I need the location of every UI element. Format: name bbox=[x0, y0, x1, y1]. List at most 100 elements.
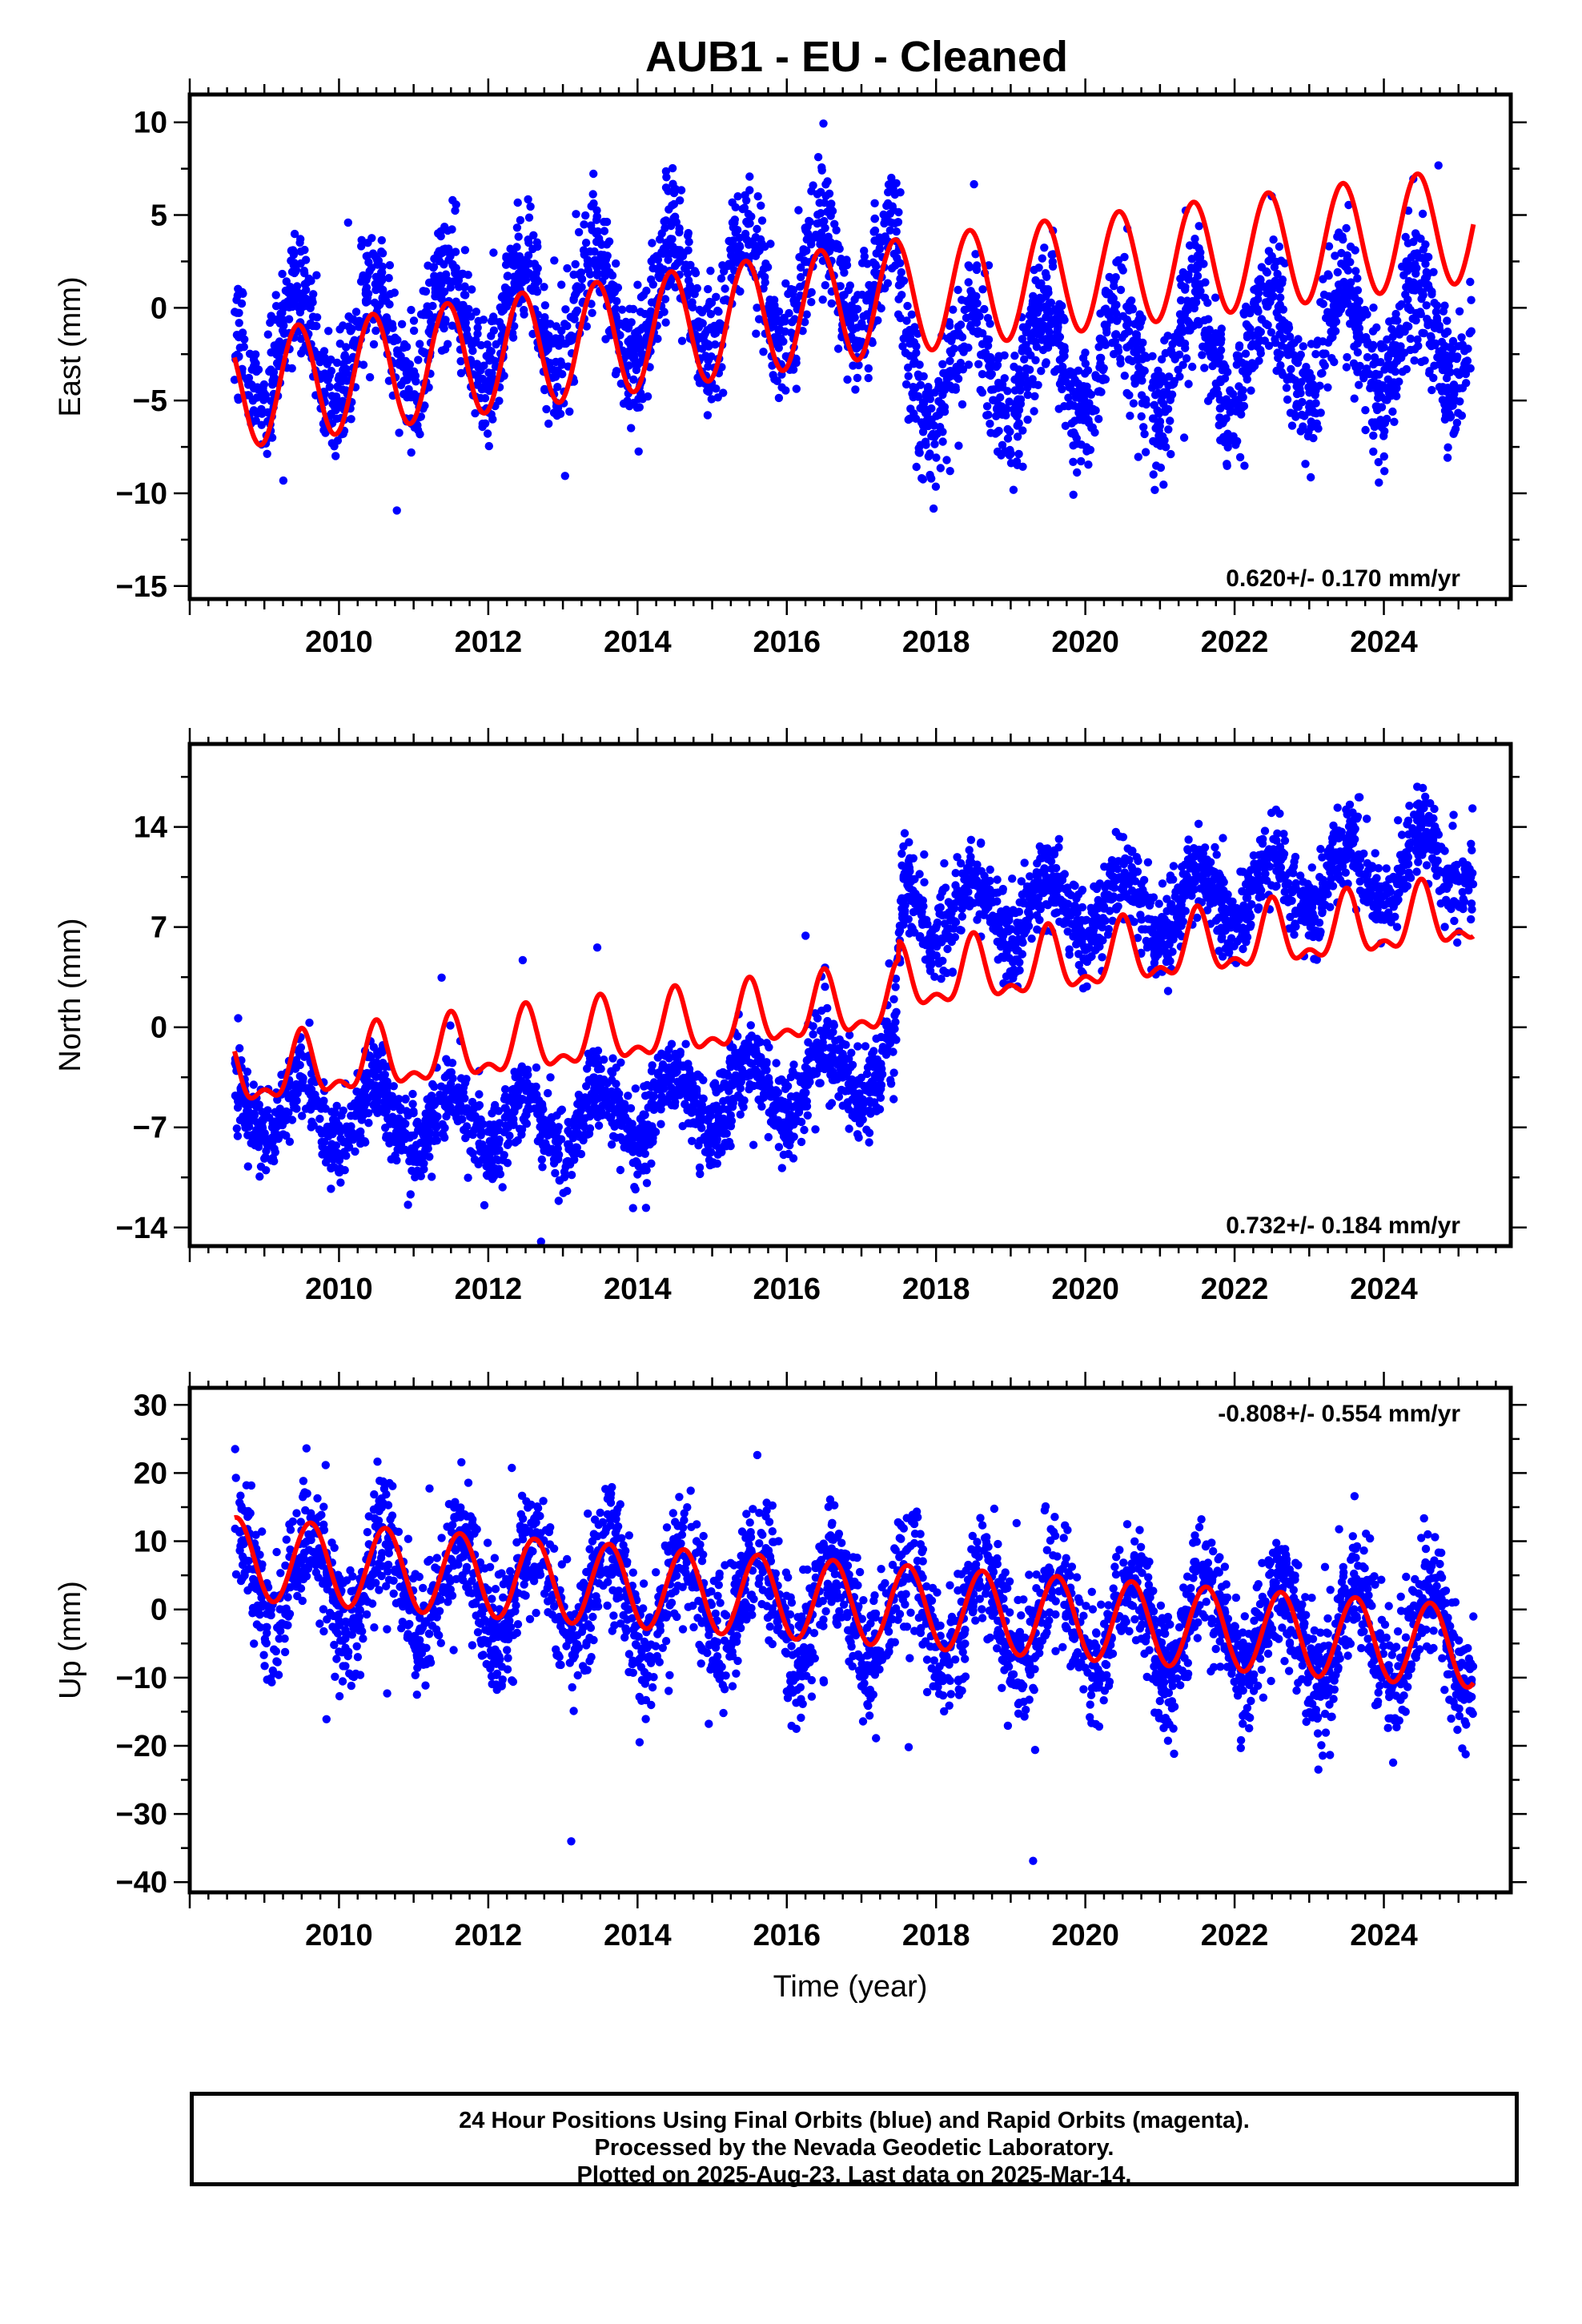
east-data-point bbox=[966, 263, 974, 271]
east-data-point bbox=[998, 440, 1007, 449]
east-data-point bbox=[964, 360, 974, 369]
east-data-point bbox=[1191, 276, 1199, 285]
east-data-point bbox=[1134, 452, 1143, 461]
north-data-point bbox=[889, 995, 898, 1004]
north-data-point bbox=[1154, 899, 1163, 908]
east-data-point bbox=[1342, 363, 1351, 372]
east-data-point bbox=[1376, 358, 1385, 367]
east-data-point bbox=[958, 400, 967, 409]
east-data-point bbox=[1247, 386, 1255, 395]
east-data-point bbox=[420, 401, 429, 410]
east-data-point bbox=[1070, 428, 1078, 437]
east-data-point bbox=[1046, 320, 1054, 329]
east-data-point bbox=[572, 210, 580, 219]
east-data-point bbox=[1257, 263, 1267, 271]
north-data-point bbox=[746, 1021, 755, 1030]
east-data-point bbox=[340, 352, 349, 361]
east-data-point bbox=[1181, 285, 1190, 294]
east-data-point bbox=[1311, 350, 1320, 359]
north-data-point bbox=[408, 1100, 417, 1108]
east-data-point bbox=[275, 352, 283, 360]
east-data-point bbox=[1191, 235, 1199, 243]
east-data-point bbox=[373, 260, 382, 269]
east-data-point bbox=[682, 263, 691, 271]
east-data-point bbox=[1219, 432, 1228, 442]
east-data-point bbox=[1416, 279, 1425, 287]
east-data-point bbox=[862, 311, 871, 320]
east-data-point bbox=[799, 245, 808, 254]
east-data-point bbox=[1235, 452, 1245, 462]
north-data-point bbox=[845, 1124, 853, 1133]
east-data-point bbox=[486, 379, 496, 388]
east-data-point bbox=[1125, 341, 1134, 350]
east-data-point bbox=[342, 343, 351, 352]
north-data-point bbox=[544, 1088, 552, 1098]
east-data-point bbox=[887, 173, 896, 183]
east-data-point bbox=[278, 269, 287, 279]
east-data-point bbox=[661, 167, 671, 176]
east-data-point bbox=[1352, 332, 1362, 341]
east-data-point bbox=[344, 312, 353, 321]
east-data-point bbox=[1369, 447, 1378, 456]
east-data-point bbox=[773, 376, 781, 385]
east-data-point bbox=[483, 340, 492, 349]
east-data-point bbox=[561, 305, 570, 314]
east-data-point bbox=[612, 259, 620, 268]
east-data-point bbox=[1034, 263, 1043, 272]
east-data-point bbox=[1081, 348, 1090, 357]
east-data-point bbox=[1379, 432, 1388, 440]
north-data-point bbox=[821, 983, 829, 991]
north-data-point bbox=[1412, 867, 1421, 876]
east-data-point bbox=[1294, 335, 1303, 344]
east-data-point bbox=[656, 270, 665, 279]
east-data-point bbox=[1061, 421, 1070, 430]
east-data-point bbox=[893, 218, 903, 227]
north-data-point bbox=[594, 1121, 604, 1130]
north-data-point bbox=[809, 1030, 817, 1039]
east-data-point bbox=[512, 279, 521, 288]
north-data-point bbox=[1127, 862, 1136, 872]
east-data-point bbox=[857, 259, 867, 267]
east-data-point bbox=[1246, 308, 1255, 318]
east-data-point bbox=[1312, 419, 1322, 428]
east-data-point bbox=[1403, 295, 1412, 304]
east-data-point bbox=[864, 373, 873, 383]
east-data-point bbox=[1077, 456, 1086, 466]
east-data-point bbox=[853, 291, 862, 300]
east-data-point bbox=[1375, 478, 1383, 487]
east-data-point bbox=[883, 279, 893, 287]
east-data-point bbox=[1434, 161, 1443, 170]
east-data-point bbox=[832, 226, 841, 235]
north-data-point bbox=[538, 1163, 547, 1172]
east-data-point bbox=[912, 462, 921, 472]
east-data-point bbox=[421, 287, 431, 296]
east-data-point bbox=[1195, 222, 1203, 231]
east-data-point bbox=[904, 372, 913, 380]
east-data-point bbox=[1086, 390, 1096, 399]
east-data-point bbox=[946, 467, 954, 476]
north-data-point bbox=[976, 839, 986, 848]
east-data-point bbox=[378, 249, 387, 258]
east-data-point bbox=[973, 328, 982, 336]
east-data-point bbox=[1170, 332, 1178, 341]
east-data-point bbox=[1383, 375, 1393, 384]
east-data-point bbox=[351, 317, 361, 326]
east-data-point bbox=[1018, 426, 1027, 435]
east-data-point bbox=[1067, 419, 1076, 428]
north-data-point bbox=[1020, 858, 1029, 867]
east-data-point bbox=[448, 259, 457, 269]
east-data-point bbox=[346, 327, 355, 336]
east-data-point bbox=[939, 368, 948, 378]
east-data-point bbox=[448, 321, 456, 330]
east-data-point bbox=[1094, 343, 1103, 352]
east-data-point bbox=[1185, 319, 1195, 328]
east-data-point bbox=[912, 348, 921, 357]
east-data-point bbox=[745, 172, 754, 181]
east-data-point bbox=[602, 240, 612, 249]
east-data-point bbox=[489, 312, 498, 321]
east-data-point bbox=[521, 275, 531, 284]
east-data-point bbox=[335, 325, 344, 334]
east-data-point bbox=[1415, 308, 1425, 316]
east-data-point bbox=[720, 267, 729, 275]
north-data-point bbox=[937, 975, 946, 983]
